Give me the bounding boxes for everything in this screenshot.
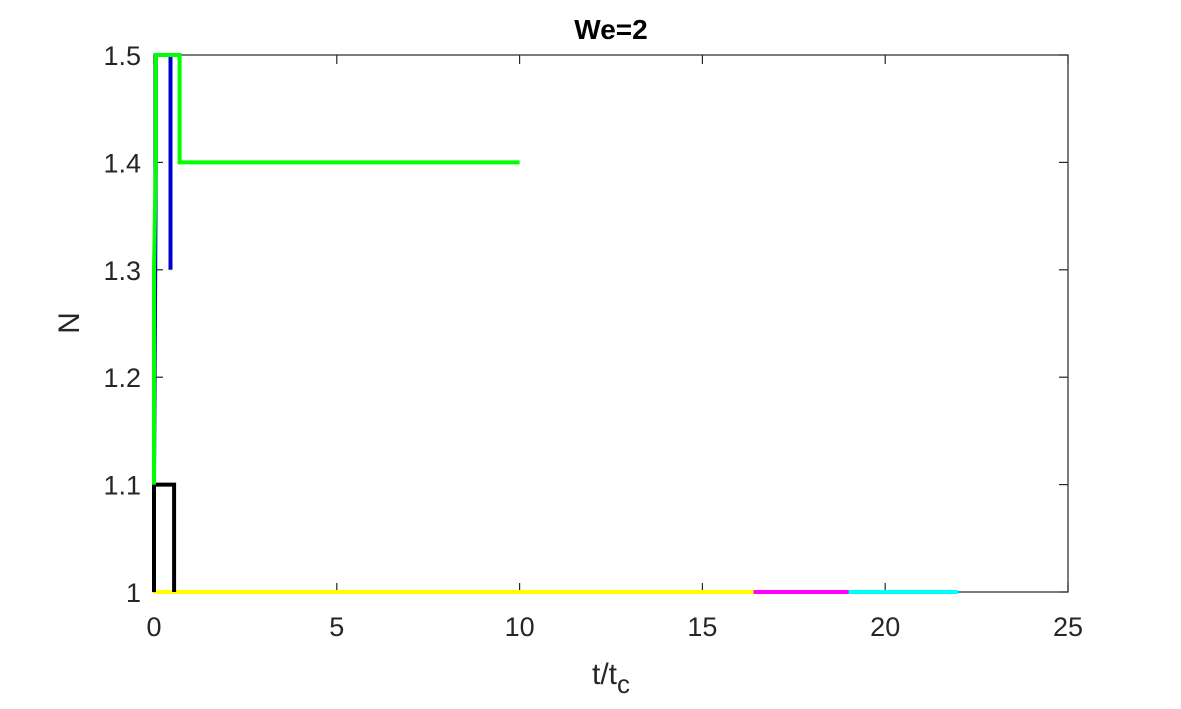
x-tick-label: 20 — [870, 612, 900, 642]
y-tick-label: 1.3 — [103, 256, 141, 286]
y-tick-label: 1.2 — [103, 363, 141, 393]
axis-ticks: 0 5 10 15 20 25 1 1.1 1.2 1.3 1.4 1.5 — [103, 41, 1083, 642]
x-tick-label: 0 — [146, 612, 161, 642]
x-tick-label: 10 — [505, 612, 535, 642]
x-tick-label: 25 — [1053, 612, 1083, 642]
y-tick-label: 1.5 — [103, 41, 141, 71]
x-axis-label: t/tc — [592, 658, 630, 699]
series-layer — [152, 53, 959, 594]
y-tick-label: 1.1 — [103, 471, 141, 501]
series-line-4 — [152, 482, 177, 592]
y-axis-label: N — [53, 312, 86, 334]
chart-title: We=2 — [574, 14, 647, 45]
x-tick-label: 15 — [687, 612, 717, 642]
x-axis-label-subscript: c — [617, 669, 630, 699]
series-line-6 — [152, 53, 520, 485]
plot-area-box — [153, 54, 1069, 593]
y-tick-label: 1.4 — [103, 148, 141, 178]
x-tick-label: 5 — [329, 612, 344, 642]
y-tick-label: 1 — [126, 578, 141, 608]
x-axis-label-main: t/t — [592, 658, 618, 691]
